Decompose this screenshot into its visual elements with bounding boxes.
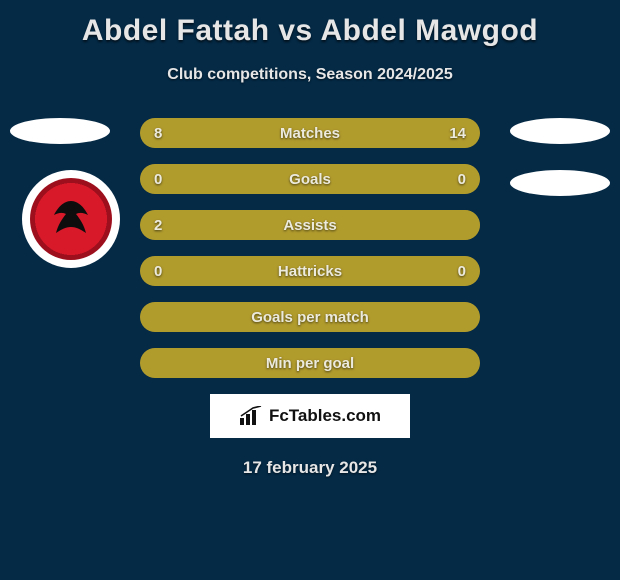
stat-value-left: 2	[154, 217, 162, 234]
stat-value-left: 0	[154, 263, 162, 280]
stat-label: Min per goal	[266, 355, 354, 372]
stat-value-right: 0	[458, 263, 466, 280]
stat-label: Matches	[280, 125, 340, 142]
stat-bars: 8 14 Matches 0 0 Goals 2 Assists 0 0 Hattricks Goal…	[140, 118, 480, 378]
stat-value-left: 8	[154, 125, 162, 142]
page-subtitle: Club competitions, Season 2024/2025	[0, 66, 620, 84]
stat-bar: 8 14 Matches	[140, 118, 480, 148]
club-badge-left	[22, 170, 120, 268]
stat-value-right: 0	[458, 171, 466, 188]
player-right-oval-1	[510, 118, 610, 144]
comparison-content: 8 14 Matches 0 0 Goals 2 Assists 0 0 Hattricks Goal…	[0, 118, 620, 478]
club-badge-inner	[30, 178, 112, 260]
stat-bar: Min per goal	[140, 348, 480, 378]
eagle-icon	[44, 197, 98, 241]
fctables-label: FcTables.com	[269, 406, 381, 426]
date-label: 17 february 2025	[0, 458, 620, 478]
stat-label: Goals	[289, 171, 331, 188]
stat-bar: 2 Assists	[140, 210, 480, 240]
page-title: Abdel Fattah vs Abdel Mawgod	[0, 0, 620, 48]
stat-label: Hattricks	[278, 263, 342, 280]
stat-bar: 0 0 Hattricks	[140, 256, 480, 286]
stat-label: Goals per match	[251, 309, 369, 326]
player-right-oval-2	[510, 170, 610, 196]
fctables-badge: FcTables.com	[210, 394, 410, 438]
player-left-oval	[10, 118, 110, 144]
stat-bar: Goals per match	[140, 302, 480, 332]
stat-label: Assists	[283, 217, 336, 234]
fctables-icon	[239, 406, 263, 426]
stat-value-left: 0	[154, 171, 162, 188]
stat-bar: 0 0 Goals	[140, 164, 480, 194]
stat-value-right: 14	[449, 125, 466, 142]
